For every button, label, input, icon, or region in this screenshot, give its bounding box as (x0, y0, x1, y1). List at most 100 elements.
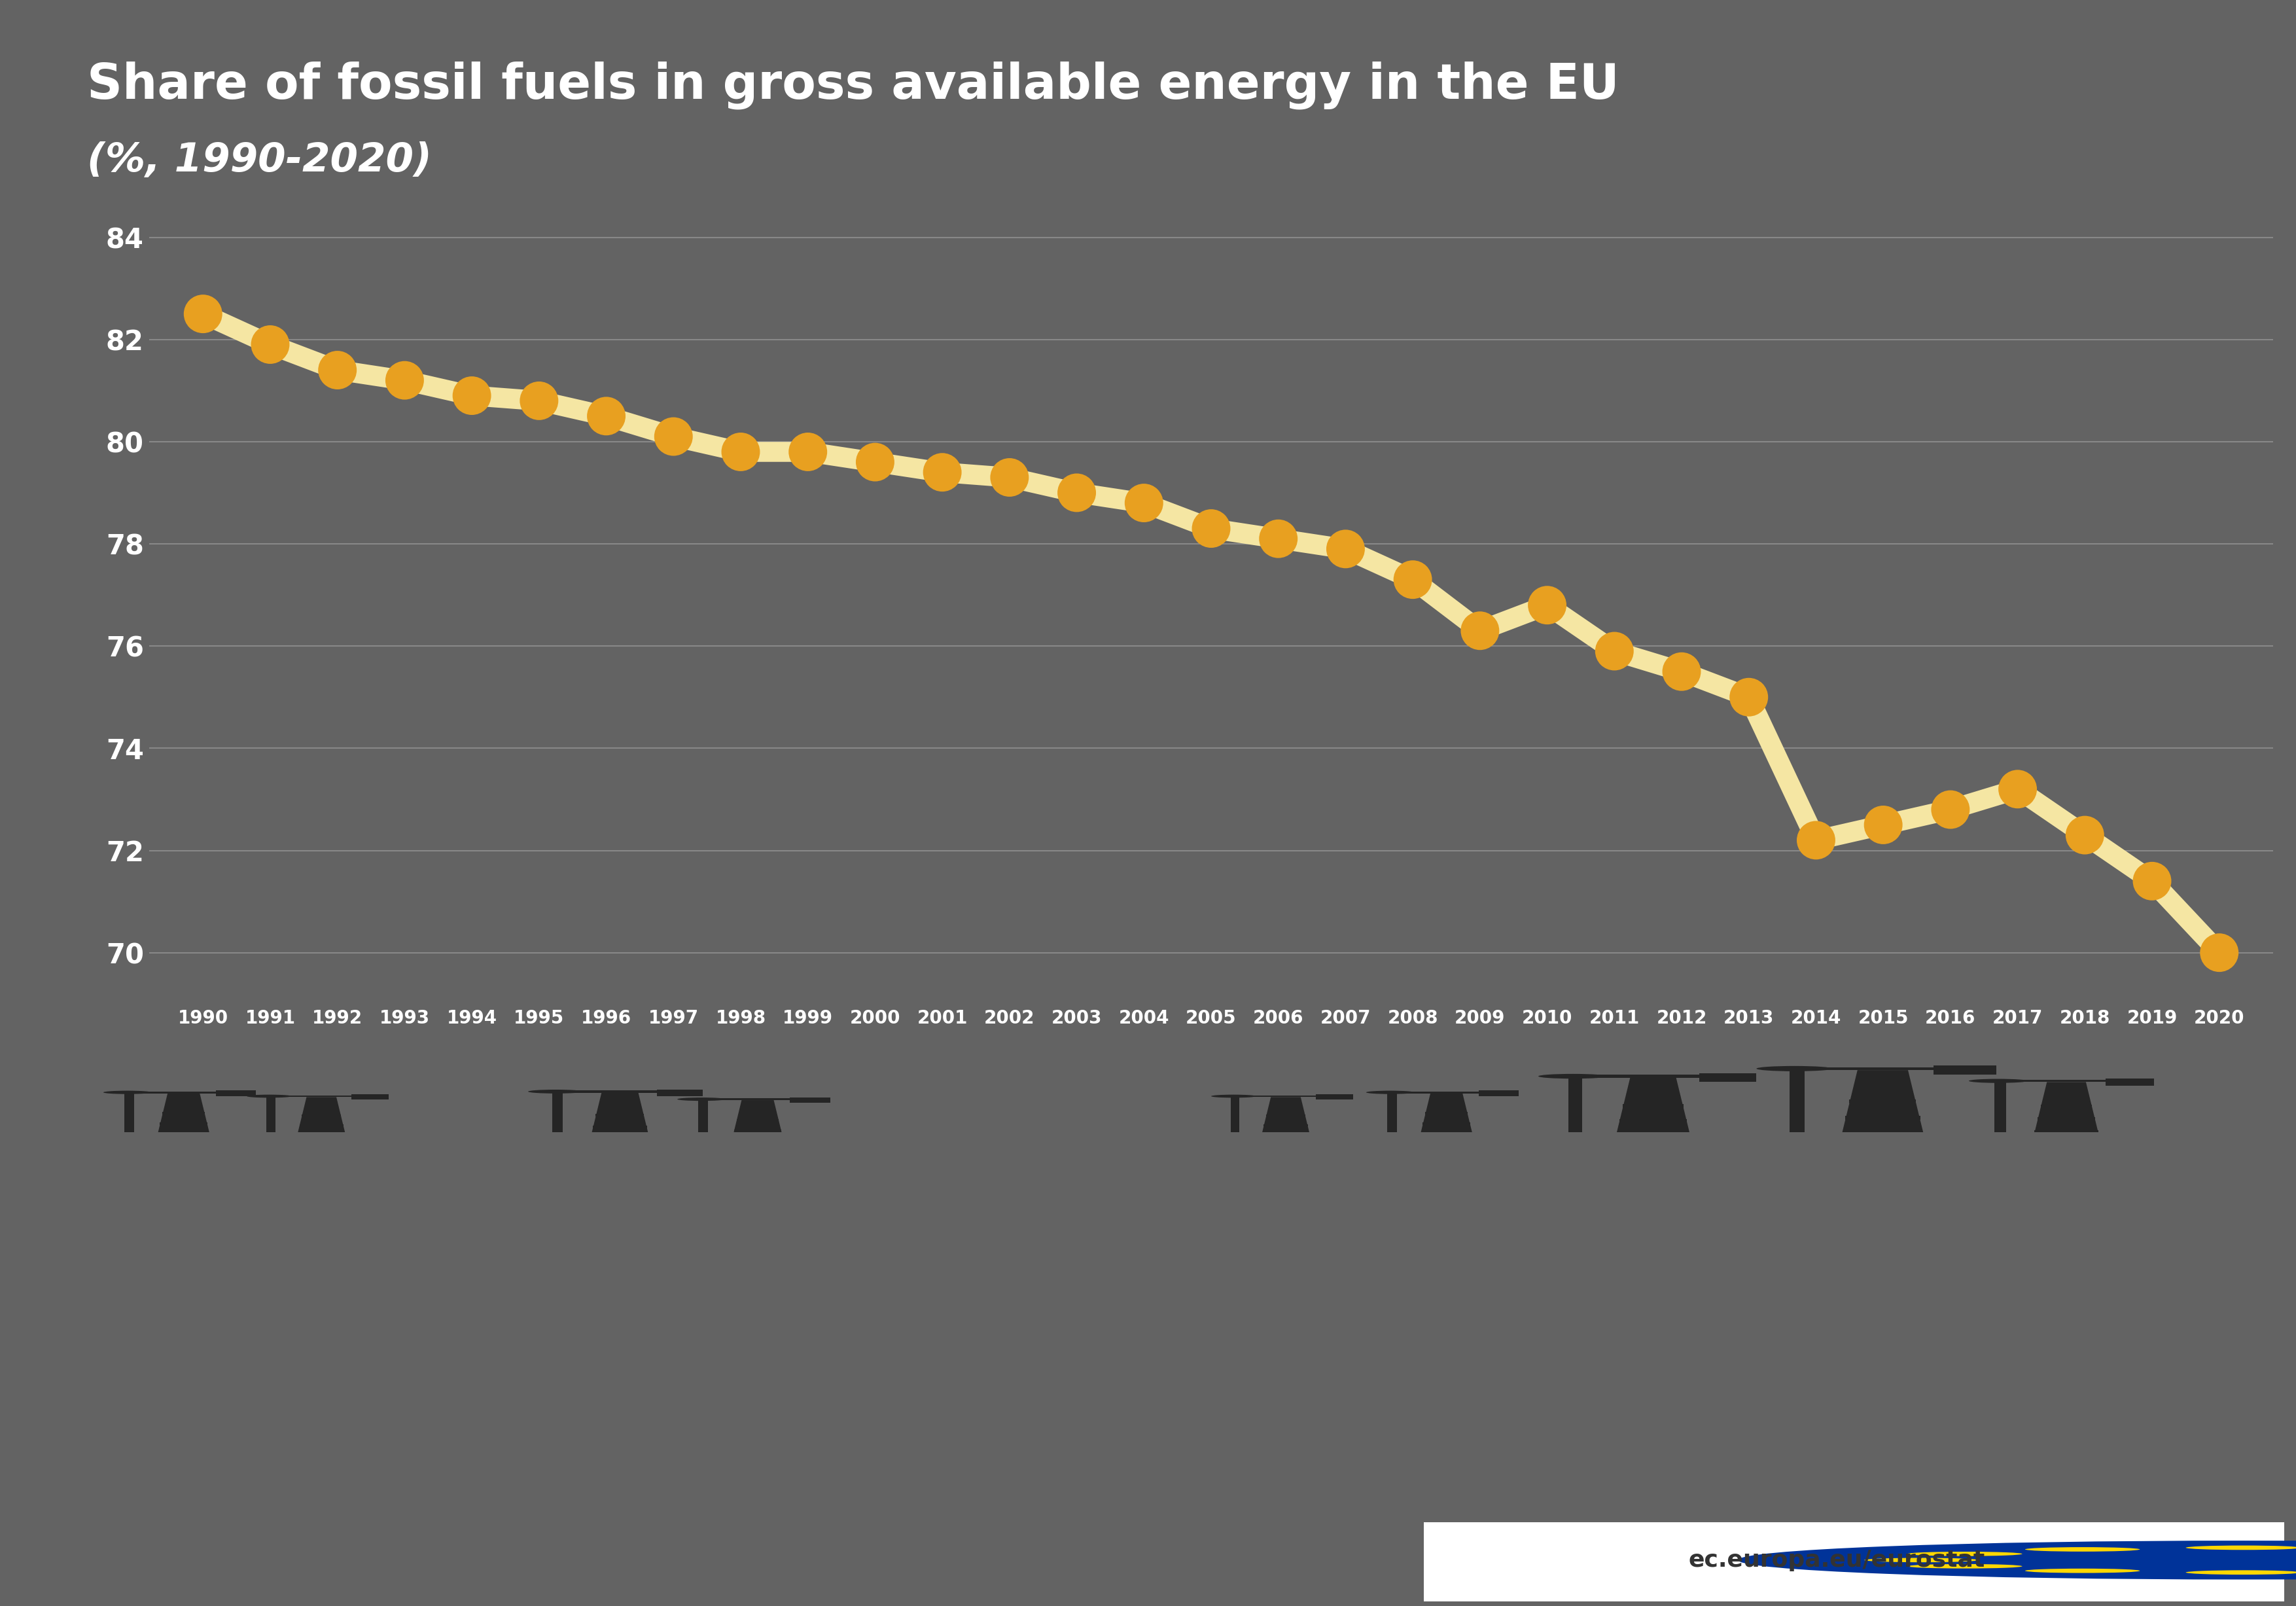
Bar (301, 1115, 342, 1116)
Circle shape (2186, 1571, 2296, 1574)
Bar (2041, 1105, 2092, 1108)
Polygon shape (2032, 1082, 2101, 1147)
Bar (2037, 1118, 2096, 1121)
Bar (163, 1111, 204, 1115)
Ellipse shape (528, 1089, 583, 1094)
Ellipse shape (1968, 1079, 2027, 1082)
Circle shape (1908, 1564, 2023, 1569)
Bar (161, 1123, 207, 1124)
Polygon shape (1837, 1070, 1929, 1153)
Point (1864, 813, 1901, 838)
Text: (%, 1990-2020): (%, 1990-2020) (87, 141, 432, 180)
Bar (1848, 1100, 1917, 1103)
Bar (158, 1132, 209, 1135)
Point (2133, 869, 2170, 895)
Bar (732, 1140, 783, 1142)
Bar (1789, 1068, 1805, 1153)
Polygon shape (294, 1097, 349, 1147)
Bar (216, 1090, 257, 1097)
Point (386, 368, 422, 393)
Point (1192, 516, 1228, 541)
Point (1731, 684, 1768, 710)
Bar (1561, 1074, 1745, 1078)
FancyBboxPatch shape (1424, 1522, 2285, 1601)
Bar (1841, 1132, 1924, 1135)
Bar (119, 1092, 248, 1094)
Bar (1261, 1134, 1311, 1135)
Bar (1818, 1147, 1947, 1153)
Bar (2034, 1131, 2099, 1134)
Bar (1479, 1090, 1520, 1097)
Point (1463, 618, 1499, 644)
Point (1327, 536, 1364, 562)
Polygon shape (1612, 1078, 1694, 1153)
Bar (1249, 1142, 1322, 1147)
Point (2202, 940, 2239, 965)
Point (588, 403, 625, 429)
Bar (1387, 1092, 1396, 1147)
Bar (1226, 1095, 1345, 1097)
Bar (1846, 1116, 1919, 1119)
Point (1529, 593, 1566, 618)
Bar (124, 1092, 133, 1147)
Bar (657, 1089, 703, 1095)
Bar (1995, 1081, 2007, 1147)
Bar (1424, 1123, 1469, 1124)
Circle shape (1864, 1558, 1979, 1563)
Point (1394, 567, 1430, 593)
Ellipse shape (677, 1097, 726, 1100)
Circle shape (2186, 1545, 2296, 1550)
Bar (1421, 1132, 1472, 1135)
Ellipse shape (1366, 1090, 1414, 1094)
Point (1261, 525, 1297, 551)
Point (654, 424, 691, 450)
Point (319, 357, 356, 382)
Point (1596, 638, 1632, 663)
Circle shape (2025, 1547, 2140, 1551)
Point (1931, 797, 1968, 822)
Circle shape (1738, 1540, 2296, 1580)
Bar (1933, 1066, 1995, 1074)
Bar (592, 1126, 647, 1129)
Point (856, 450, 893, 475)
Bar (716, 1148, 799, 1153)
Bar (737, 1119, 778, 1121)
Bar (1405, 1142, 1488, 1147)
Polygon shape (1258, 1097, 1313, 1147)
Bar (296, 1134, 347, 1135)
Bar (1263, 1124, 1309, 1126)
Point (184, 300, 220, 326)
Bar (285, 1142, 358, 1147)
Text: ec.europa.eu/eurostat: ec.europa.eu/eurostat (1688, 1548, 1986, 1571)
Bar (1623, 1105, 1683, 1108)
Ellipse shape (1212, 1095, 1256, 1099)
Bar (735, 1129, 781, 1132)
Polygon shape (154, 1094, 214, 1147)
Circle shape (2025, 1569, 2140, 1572)
Text: Share of fossil fuels in gross available energy in the EU: Share of fossil fuels in gross available… (87, 61, 1619, 109)
Bar (1596, 1147, 1711, 1153)
Point (923, 459, 960, 485)
Bar (1382, 1092, 1511, 1094)
Point (1798, 827, 1835, 853)
Point (253, 332, 289, 358)
Bar (1231, 1097, 1240, 1147)
Bar (1568, 1076, 1582, 1153)
Bar (1426, 1111, 1467, 1115)
Point (723, 438, 760, 464)
Bar (298, 1124, 344, 1126)
Bar (1316, 1094, 1352, 1100)
Point (2000, 776, 2037, 801)
Bar (2018, 1142, 2115, 1147)
Polygon shape (1417, 1094, 1476, 1147)
Bar (1616, 1134, 1690, 1137)
Ellipse shape (246, 1095, 292, 1099)
Bar (546, 1090, 693, 1092)
Bar (262, 1095, 381, 1097)
Bar (698, 1099, 707, 1153)
Point (2066, 822, 2103, 848)
Bar (693, 1099, 822, 1100)
Ellipse shape (103, 1090, 152, 1094)
Bar (266, 1097, 276, 1147)
Ellipse shape (1538, 1074, 1607, 1079)
